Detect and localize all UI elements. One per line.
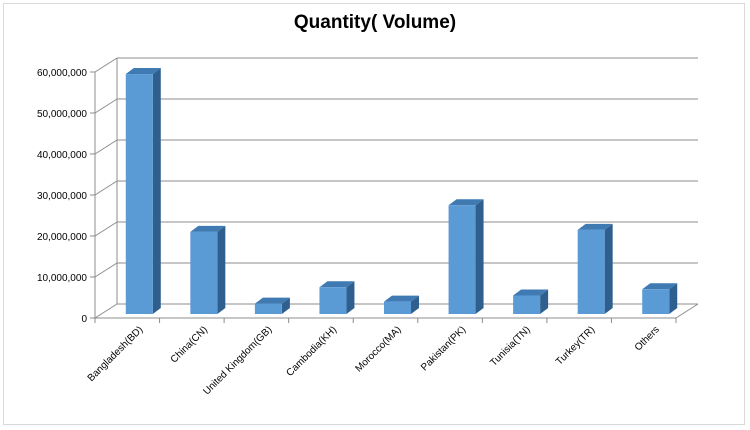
bar — [513, 289, 549, 314]
bar-top — [642, 283, 678, 290]
bar — [125, 68, 161, 314]
bar-front — [190, 231, 218, 314]
y-tick-label: 0 — [81, 314, 87, 325]
bar-side — [281, 297, 290, 314]
x-tick-label: Turkey(TR) — [554, 324, 597, 367]
floor-right-edge — [675, 303, 699, 319]
y-tick-label: 50,000,000 — [37, 109, 87, 120]
x-tick-label: China(CN) — [169, 324, 210, 365]
gridline-depth — [94, 180, 118, 196]
bar-front — [513, 295, 541, 314]
bar-side — [604, 223, 613, 314]
y-tick-label: 30,000,000 — [37, 191, 87, 202]
bar — [384, 295, 419, 314]
bar-side — [152, 68, 161, 314]
x-tick-label: Tunisia(TN) — [488, 324, 532, 368]
bar-side — [540, 289, 549, 314]
x-tick-label: Morocco(MA) — [353, 324, 403, 374]
bar-top — [319, 281, 355, 288]
bar-top — [513, 289, 549, 296]
bar-top — [448, 199, 484, 206]
gridline-depth — [94, 98, 118, 114]
bar-front — [254, 303, 282, 314]
bar-top — [190, 225, 226, 232]
gridline-depth — [94, 221, 118, 237]
bar-front — [319, 287, 347, 314]
bar — [319, 281, 355, 314]
x-tick-label: United Kingdom(GB) — [201, 324, 274, 397]
y-tick-label: 20,000,000 — [37, 232, 87, 243]
gridline-depth — [94, 139, 118, 155]
bar-front — [577, 229, 605, 314]
bar — [190, 225, 226, 314]
bars — [125, 68, 678, 314]
bar-top — [254, 297, 290, 304]
x-tick-label: Cambodia(KH) — [285, 324, 340, 379]
bar-front — [125, 74, 153, 314]
bar-top — [577, 223, 613, 230]
bar — [448, 199, 484, 314]
bar-top — [125, 68, 161, 75]
bar — [642, 283, 678, 314]
bar-side — [217, 225, 226, 314]
x-tick-label: Pakistan(PK) — [419, 324, 468, 373]
x-tick-label: Bangladesh(BD) — [86, 324, 146, 384]
y-tick-label: 60,000,000 — [37, 68, 87, 79]
y-tick-label: 10,000,000 — [37, 273, 87, 284]
bar-side — [669, 283, 678, 314]
bar-side — [411, 295, 419, 314]
x-tick-label: Others — [633, 324, 662, 353]
bar-front — [642, 289, 670, 314]
bar — [577, 223, 613, 314]
chart-title: Quantity( Volume) — [293, 12, 457, 33]
gridline-depth — [94, 57, 118, 73]
bar-top — [384, 295, 419, 302]
bar-front — [384, 301, 411, 314]
x-axis-labels: Bangladesh(BD) China(CN)United Kingdom(GB… — [86, 318, 677, 397]
bar-front — [448, 205, 476, 314]
bar-side — [475, 199, 484, 314]
y-tick-label: 40,000,000 — [37, 150, 87, 161]
y-axis-ticks: 0 10,000,000 20,000,000 30,000,000 40,000,00… — [37, 68, 95, 325]
bar-side — [346, 281, 355, 314]
gridline-depth — [94, 262, 118, 278]
bar — [254, 297, 290, 314]
gridline-depth — [94, 303, 118, 319]
